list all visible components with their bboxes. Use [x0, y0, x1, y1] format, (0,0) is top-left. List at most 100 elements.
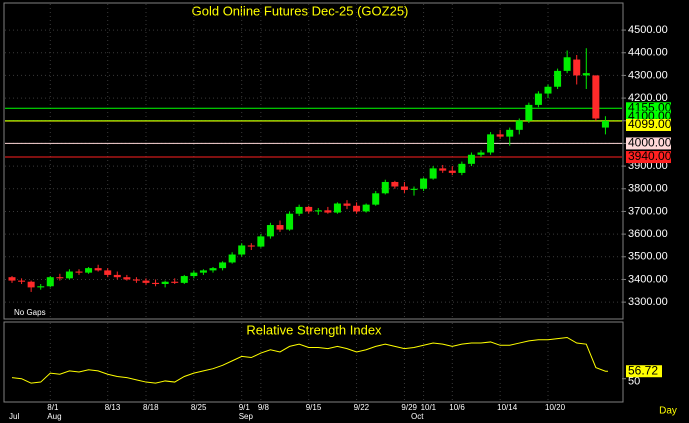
candle-body	[391, 181, 399, 187]
candle-body	[257, 236, 265, 247]
candle-body	[429, 168, 437, 179]
candle-body	[18, 280, 26, 282]
candle-body	[458, 163, 466, 173]
candle-body	[601, 120, 609, 128]
candle-body	[56, 277, 64, 279]
x-tick-label: 10/20	[545, 403, 566, 412]
candle-body	[305, 206, 313, 212]
candle-body	[113, 274, 121, 278]
y-tick-label: 3400.00	[628, 273, 668, 285]
candle-body	[525, 104, 533, 121]
candle-body	[381, 181, 389, 194]
indicator-tick-label: 50	[628, 376, 640, 388]
candle-body	[27, 281, 35, 288]
candle-body	[65, 271, 73, 279]
candle-body	[171, 281, 179, 283]
indicator-line	[11, 336, 608, 384]
y-tick-label: 4400.00	[628, 47, 668, 59]
candle-body	[286, 213, 294, 230]
candle-body	[420, 178, 428, 189]
candle-body	[324, 210, 332, 213]
price-panel	[3, 2, 624, 320]
candle-body	[209, 268, 217, 271]
candle-body	[132, 279, 140, 281]
candle-body	[152, 282, 160, 284]
x-tick-label: 10/1	[421, 403, 437, 412]
x-tick-label: 9/8	[258, 403, 270, 412]
month-label: Sep	[239, 412, 254, 421]
level-label: 4099.00	[628, 117, 672, 131]
y-tick-label: 3800.00	[628, 183, 668, 195]
note: No Gaps	[14, 308, 46, 317]
candle-body	[161, 281, 169, 284]
x-tick-label: 8/13	[105, 403, 121, 412]
candle-body	[477, 152, 485, 155]
x-tick-label: 9/29	[401, 403, 417, 412]
candle-body	[247, 245, 255, 247]
x-tick-label: 10/14	[497, 403, 518, 412]
y-tick-label: 3500.00	[628, 251, 668, 263]
candle-body	[410, 188, 418, 190]
candle-body	[46, 277, 54, 287]
candle-body	[238, 245, 246, 255]
candle-body	[467, 154, 475, 164]
candle-body	[94, 268, 102, 271]
candle-body	[573, 59, 581, 76]
level-label-bg	[626, 137, 671, 150]
candle-body	[582, 73, 590, 76]
month-label: Oct	[411, 412, 424, 421]
x-tick-label: 8/1	[47, 403, 59, 412]
chart-title: Gold Online Futures Dec-25 (GOZ25)	[192, 3, 409, 18]
indicator-label-bg	[626, 365, 662, 378]
candle-body	[343, 203, 351, 206]
level-label: 4000.00	[628, 136, 672, 150]
candle-body	[496, 134, 504, 137]
candle-body	[190, 272, 198, 277]
candle-body	[8, 277, 16, 281]
candle-body	[534, 93, 542, 105]
candle-body	[295, 206, 303, 214]
month-label: Jul	[9, 412, 19, 421]
candle-body	[362, 204, 370, 212]
candle-body	[199, 270, 207, 273]
level-label: 3940.00	[628, 149, 672, 163]
candle-body	[353, 205, 361, 212]
candle-body	[333, 203, 341, 213]
candle-body	[592, 75, 600, 119]
candle-body	[228, 254, 236, 263]
y-tick-label: 4300.00	[628, 69, 668, 81]
y-tick-label: 3600.00	[628, 228, 668, 240]
y-tick-label: 3300.00	[628, 296, 668, 308]
candle-body	[314, 210, 322, 212]
y-tick-label: 4200.00	[628, 92, 668, 104]
candle-body	[448, 170, 456, 173]
indicator-panel	[3, 321, 624, 403]
candle-body	[506, 129, 514, 137]
month-label: Aug	[47, 412, 61, 421]
candle-body	[554, 70, 562, 87]
candle-body	[372, 193, 380, 205]
candle-body	[142, 280, 150, 283]
candle-body	[85, 268, 93, 273]
candle-body	[515, 120, 523, 130]
candle-body	[180, 276, 188, 283]
candle-body	[276, 225, 284, 230]
x-tick-label: 9/15	[306, 403, 322, 412]
x-tick-label: 8/18	[143, 403, 159, 412]
candle-body	[439, 168, 447, 171]
x-axis-end-label: Day	[659, 406, 677, 417]
level-label-bg	[626, 151, 671, 164]
y-tick-label: 3700.00	[628, 205, 668, 217]
candle-body	[487, 134, 495, 153]
candle-body	[266, 225, 274, 237]
level-label-bg	[626, 118, 671, 131]
indicator-value-label: 56.72	[628, 363, 658, 377]
candle-body	[123, 277, 131, 280]
candle-body	[544, 86, 552, 94]
x-tick-label: 9/22	[354, 403, 370, 412]
candle-body	[104, 270, 112, 275]
x-tick-label: 8/25	[191, 403, 207, 412]
indicator-title: Relative Strength Index	[246, 322, 382, 337]
